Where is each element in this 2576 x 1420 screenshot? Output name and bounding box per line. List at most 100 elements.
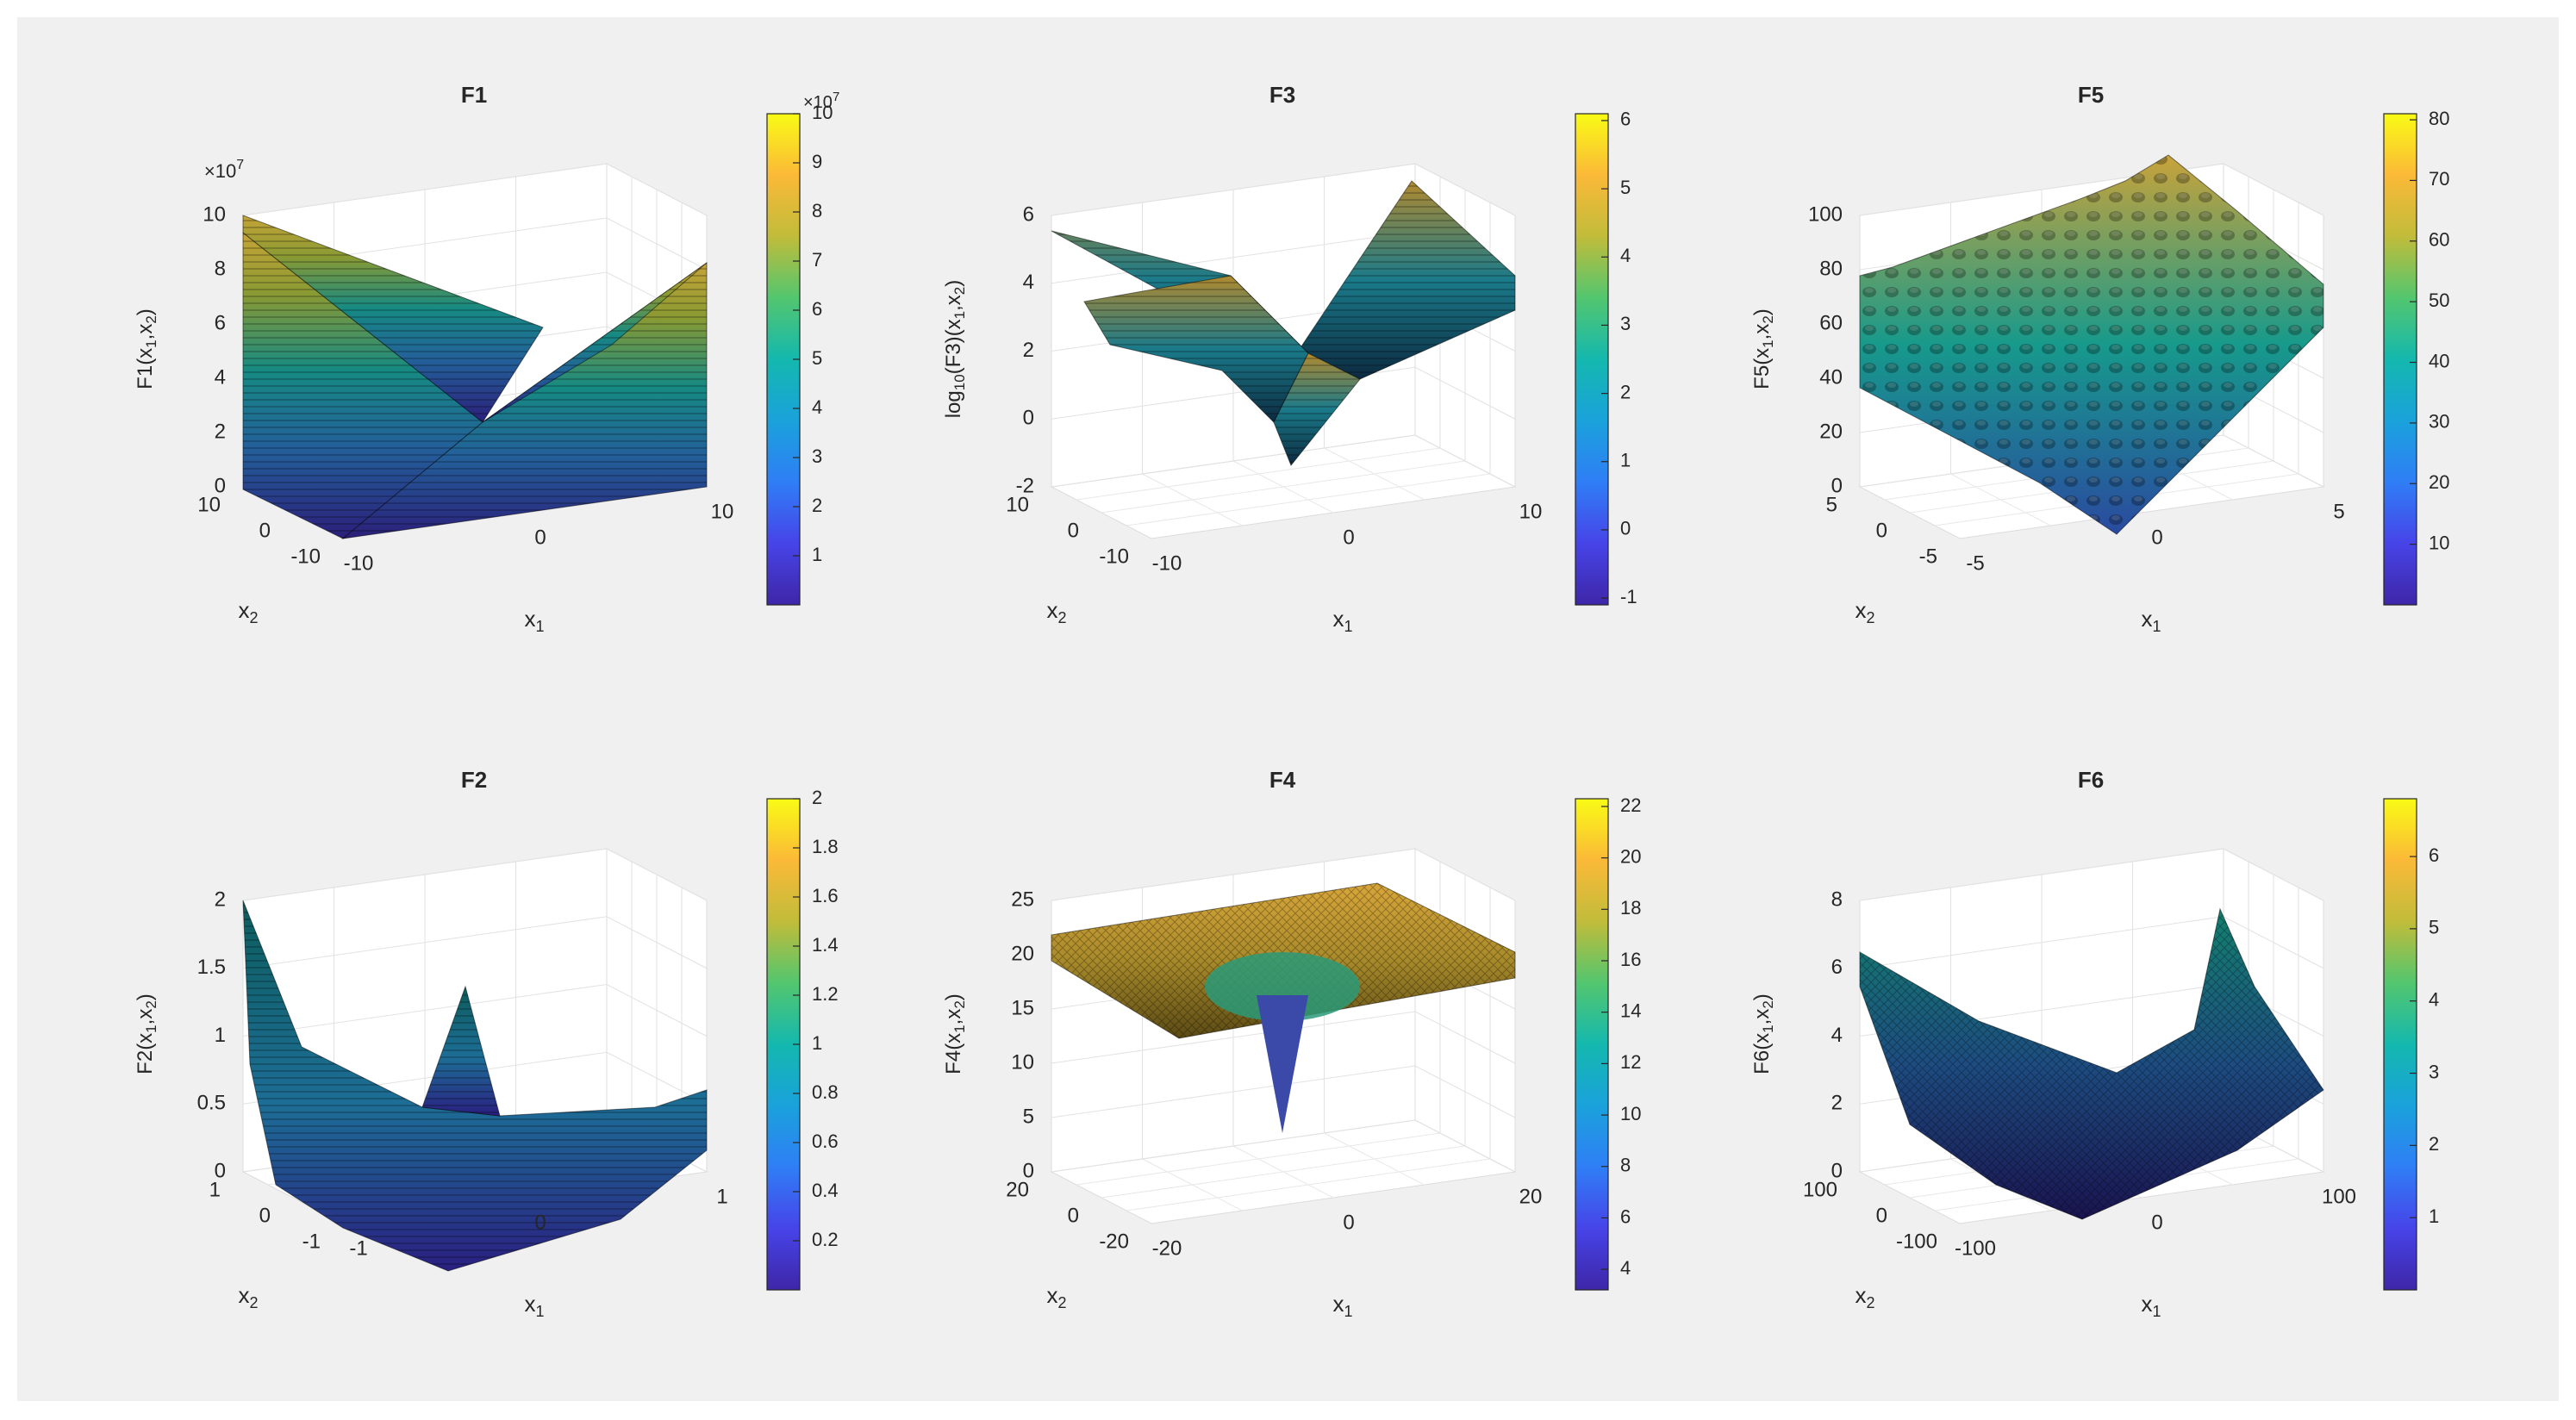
- x-axis-label: x1: [524, 606, 544, 635]
- colorbar: 1 2 3 4 5 6: [2383, 798, 2439, 1291]
- z-tick-label: 2: [215, 420, 226, 443]
- z-tick-label: 0: [1831, 474, 1843, 497]
- colorbar-tick-label: 4: [812, 396, 822, 418]
- y-tick-label: 1: [209, 1178, 221, 1201]
- y-tick-label: -10: [1099, 545, 1129, 568]
- colorbar-tick-label: 80: [2429, 108, 2449, 129]
- z-exponent-label: ×107: [204, 158, 244, 182]
- surface-plot: [1051, 882, 1516, 1133]
- surface-mesh: [1274, 353, 1360, 465]
- x-tick-label: -100: [1955, 1236, 1996, 1260]
- y-tick-label: 0: [1068, 1204, 1079, 1227]
- subplot-title: F4: [1269, 767, 1296, 793]
- z-tick-label: 25: [1011, 888, 1034, 911]
- z-tick-label: 0: [1831, 1159, 1843, 1182]
- z-axis-label: F5(x1,x2): [1750, 308, 1776, 389]
- colorbar-tick-label: 20: [2429, 471, 2449, 493]
- colorbar-tick-label: 5: [812, 347, 822, 369]
- surface-spike: [1257, 995, 1308, 1133]
- x-tick-label: 0: [2151, 1211, 2162, 1234]
- y-axis-label: x2: [1855, 1282, 1874, 1311]
- z-tick-label: 0: [1023, 407, 1034, 430]
- x-tick-label: -10: [344, 551, 374, 575]
- z-tick-label: 1.5: [197, 956, 226, 979]
- colorbar-tick-label: 22: [1620, 794, 1641, 816]
- z-tick-label: 0.5: [197, 1092, 226, 1115]
- x-tick-label: 0: [1343, 526, 1354, 549]
- y-tick-label: 5: [1826, 493, 1837, 516]
- colorbar-tick-label: 5: [2429, 917, 2439, 938]
- z-tick-label: 0: [1023, 1159, 1034, 1182]
- colorbar: 1 2 3 4 5 6 7 8 9 10×107: [766, 90, 839, 606]
- x-tick-label: 0: [534, 1211, 546, 1234]
- subplot-title: F1: [461, 82, 487, 108]
- z-axis-label: F1(x1,x2): [134, 308, 159, 389]
- colorbar-gradient: [1575, 798, 1609, 1291]
- surface-plot: [1051, 180, 1516, 466]
- colorbar-tick-label: 50: [2429, 290, 2449, 311]
- x-tick-label: 20: [1519, 1185, 1543, 1208]
- colorbar-tick-label: 0.6: [812, 1130, 839, 1152]
- x-tick-label: 10: [711, 500, 734, 523]
- colorbar-tick-label: 1: [812, 544, 822, 565]
- x-tick-label: -5: [1966, 551, 1984, 575]
- y-tick-label: -1: [303, 1230, 321, 1253]
- y-tick-label: 0: [1876, 519, 1887, 542]
- z-axis-label: F2(x1,x2): [134, 993, 159, 1074]
- z-tick-label: 6: [1023, 202, 1034, 226]
- x-axis-label: x1: [524, 1291, 544, 1320]
- surface-plot: [1859, 154, 2324, 535]
- colorbar-tick-label: 1: [812, 1032, 822, 1054]
- colorbar-tick-label: 40: [2429, 350, 2449, 371]
- colorbar-tick-label: 1.4: [812, 934, 839, 956]
- colorbar-tick-label: 0.2: [812, 1229, 839, 1250]
- colorbar-tick-label: 18: [1620, 897, 1641, 919]
- colorbar: 0.2 0.4 0.6 0.8 1 1.2 1.4 1.6 1.8 2: [766, 787, 839, 1291]
- colorbar-tick-label: 2: [1620, 381, 1631, 402]
- colorbar-tick-label: 14: [1620, 1000, 1641, 1022]
- x-tick-label: 100: [2322, 1185, 2356, 1208]
- z-tick-label: 100: [1808, 202, 1843, 226]
- y-axis-label: x2: [1046, 597, 1066, 626]
- y-axis-label: x2: [238, 1282, 258, 1311]
- z-axis-label: F6(x1,x2): [1750, 993, 1776, 1074]
- colorbar-tick-label: 6: [812, 298, 822, 320]
- x-tick-label: -10: [1152, 551, 1182, 575]
- z-tick-label: 8: [1831, 888, 1843, 911]
- colorbar-tick-label: 0.4: [812, 1180, 839, 1201]
- y-tick-label: 20: [1006, 1178, 1029, 1201]
- z-tick-label: 0: [215, 1159, 226, 1182]
- x-tick-label: 10: [1519, 500, 1543, 523]
- x-tick-label: 0: [534, 526, 546, 549]
- surface-mesh: [1860, 909, 2323, 1219]
- colorbar-tick-label: 2: [812, 787, 822, 808]
- colorbar-tick-label: 6: [2429, 844, 2439, 866]
- figure: 0 2 4 6 8 10 10 0 -10 -10 0 10 x2 x1 F1(x1,x2) ×107 F1 1 2…: [17, 17, 2559, 1401]
- surface-mesh: [1084, 276, 1308, 422]
- colorbar-tick-label: 10: [812, 102, 833, 123]
- colorbar-tick-label: 8: [812, 200, 822, 221]
- y-tick-label: -10: [290, 545, 321, 568]
- colorbar-tick-label: 9: [812, 151, 822, 172]
- z-tick-label: 10: [203, 202, 226, 226]
- colorbar-tick-label: 1.8: [812, 836, 839, 857]
- colorbar-tick-label: 0.8: [812, 1081, 839, 1103]
- colorbar-tick-label: 60: [2429, 229, 2449, 251]
- y-tick-label: 100: [1803, 1178, 1837, 1201]
- colorbar-tick-label: 0: [1620, 518, 1631, 539]
- z-tick-label: 60: [1819, 311, 1843, 334]
- surface-mesh: [243, 215, 543, 422]
- colorbar-tick-label: 1.6: [812, 885, 839, 906]
- colorbar-tick-label: 2: [2429, 1133, 2439, 1155]
- x-tick-label: -20: [1152, 1236, 1182, 1260]
- colorbar-tick-label: 4: [2429, 989, 2439, 1011]
- colorbar-tick-label: 6: [1620, 1205, 1631, 1227]
- z-tick-label: 2: [1023, 339, 1034, 362]
- y-tick-label: 0: [1068, 519, 1079, 542]
